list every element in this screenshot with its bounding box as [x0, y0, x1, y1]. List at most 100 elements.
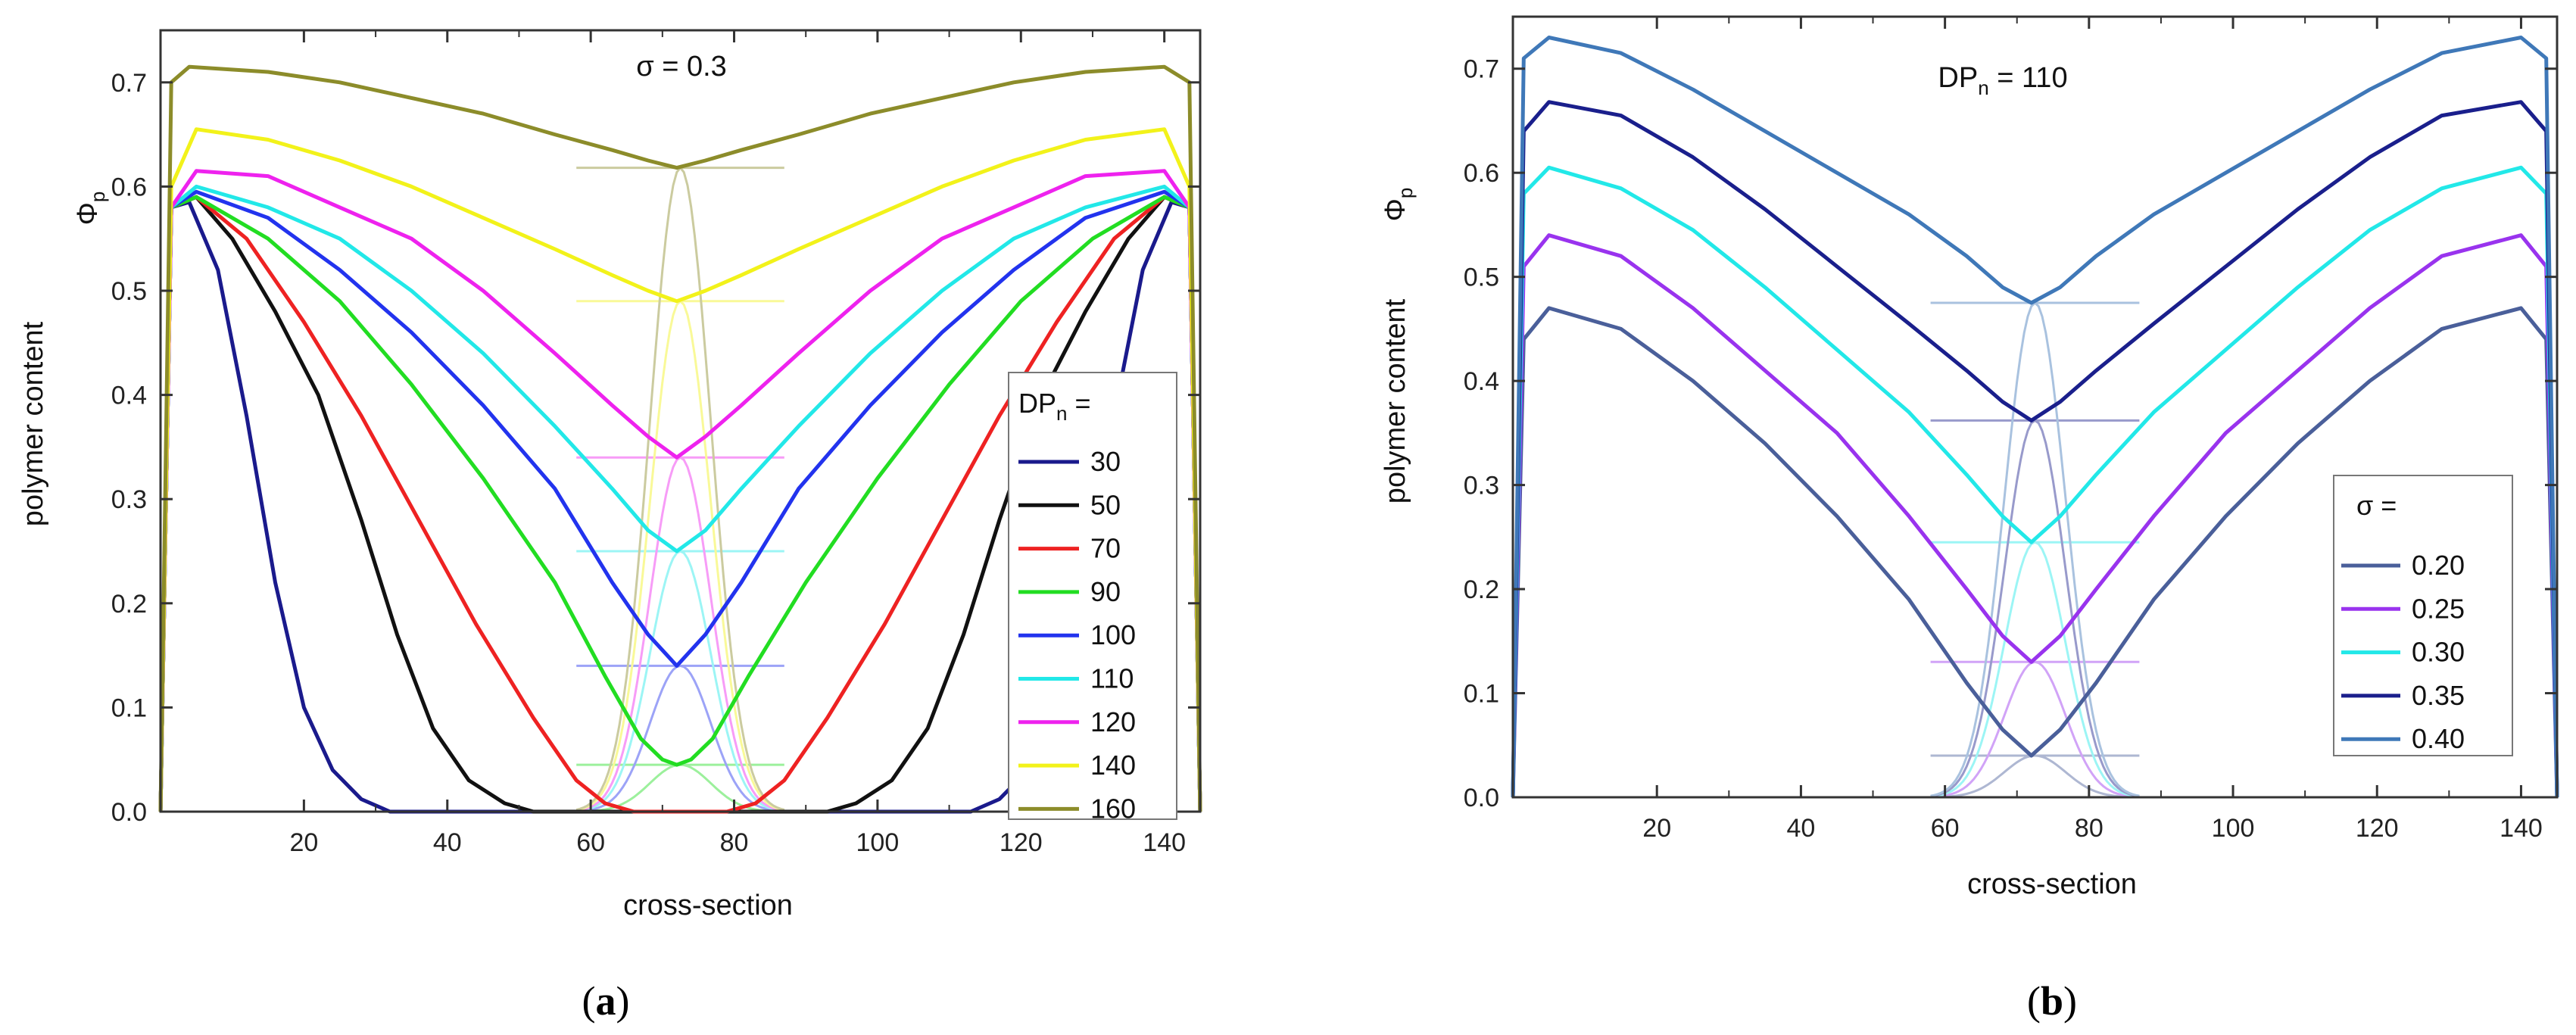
panel-b-y-axis-title-group: polymer content	[1380, 298, 1411, 503]
y-tick-label: 0.1	[111, 694, 147, 722]
series-trace-140	[575, 300, 784, 812]
legend-label-100: 100	[1090, 619, 1136, 650]
panel-a-y-axis-title-group: polymer content	[17, 321, 49, 526]
x-tick-label: 120	[2356, 814, 2399, 843]
panel-a-legend-box	[1008, 372, 1177, 820]
panel-b-legend-items: 0.20 0.25 0.30 0.35 0.40	[2341, 550, 2465, 754]
series-trace-0.25	[1930, 660, 2140, 798]
series-trace-160	[576, 167, 785, 811]
panel-a-y-axis-symbol-group: Φp	[72, 192, 109, 226]
panel-a-traces	[575, 167, 785, 813]
legend-label-140: 140	[1090, 750, 1136, 781]
panel-a-y-axis-title: polymer content	[17, 321, 49, 526]
panel-b-legend: σ = 0.20 0.25 0.30 0.35 0.40	[2333, 475, 2513, 756]
panel-a-legend: DPn = 30 50 70 90 100 110 120 140 160	[1008, 372, 1177, 824]
series-line-160	[158, 64, 1202, 812]
x-tick-label: 140	[1143, 828, 1186, 857]
panel-b-annotation: DPn = 110	[1938, 62, 2067, 99]
y-tick-label: 0.6	[1464, 159, 1499, 188]
series-trace-0.20	[1930, 754, 2140, 799]
series-trace-0.40	[1930, 301, 2140, 797]
legend-label-0.40: 0.40	[2412, 723, 2465, 754]
series-line-0.25	[1511, 233, 2559, 798]
series-line-120	[158, 169, 1202, 812]
y-tick-label: 0.6	[111, 173, 147, 201]
y-tick-label: 0.7	[1464, 55, 1499, 84]
legend-label-0.25: 0.25	[2412, 593, 2465, 624]
panel-a-annotation: σ = 0.3	[636, 51, 727, 83]
x-tick-label: 140	[2500, 814, 2543, 843]
legend-label-50: 50	[1090, 489, 1121, 520]
x-tick-label: 100	[2212, 814, 2255, 843]
legend-label-30: 30	[1090, 446, 1121, 477]
panel-a-caption: (a)	[582, 978, 630, 1024]
panel-b-y-axis-title: polymer content	[1380, 298, 1411, 503]
panel-b-y-axis-symbol-group: Φp	[1380, 188, 1417, 222]
series-line-0.35	[1511, 100, 2559, 798]
x-tick-label: 120	[1000, 828, 1043, 857]
x-tick-label: 80	[2075, 814, 2104, 843]
legend-label-0.30: 0.30	[2412, 637, 2465, 668]
x-tick-label: 20	[289, 828, 318, 857]
y-tick-label: 0.3	[1464, 472, 1499, 500]
panel-a-x-axis-title: cross-section	[623, 890, 793, 921]
panel-b-legend-title: σ =	[2356, 490, 2397, 521]
legend-label-90: 90	[1090, 576, 1121, 607]
y-tick-label: 0.5	[111, 277, 147, 306]
panel-a: 20 40 60 80 100 120 140 0.0 0.1 0.2 0.3 0.4 0.5 0.6 0.…	[17, 29, 1202, 1024]
legend-label-120: 120	[1090, 706, 1136, 737]
legend-label-70: 70	[1090, 533, 1121, 564]
y-tick-label: 0.1	[1464, 680, 1499, 709]
x-tick-label: 80	[720, 828, 749, 857]
series-line-0.30	[1511, 165, 2559, 798]
series-trace-110	[576, 550, 784, 812]
panel-b-x-axis-title: cross-section	[1967, 868, 2137, 900]
series-trace-140	[576, 300, 785, 812]
y-tick-label: 0.2	[111, 590, 147, 619]
panel-a-legend-items: 30 50 70 90 100 110 120 140 160	[1018, 446, 1136, 824]
series-trace-0.35	[1930, 419, 2140, 798]
x-tick-label: 60	[1931, 814, 1960, 843]
series-trace-0.40	[1930, 301, 2140, 797]
panel-a-legend-title: DPn =	[1018, 388, 1091, 425]
series-line-90	[158, 195, 1202, 812]
x-tick-label: 40	[433, 828, 462, 857]
series-trace-160	[575, 167, 784, 811]
panel-b: 20 40 60 80 100 120 140 0.0 0.1 0.2 0.3 0.4 0.5 0.6 0.…	[1380, 15, 2559, 1024]
y-tick-label: 0.3	[111, 485, 147, 514]
x-tick-label: 100	[856, 828, 900, 857]
panel-a-y-axis-symbol: Φp	[72, 192, 109, 226]
panel-b-ticks: 20 40 60 80 100 120 140 0.0 0.1 0.2 0.3 0.4 0.5 0.6 0.…	[1464, 17, 2557, 843]
y-tick-label: 0.2	[1464, 575, 1499, 604]
x-tick-label: 60	[576, 828, 605, 857]
y-tick-label: 0.0	[111, 798, 147, 827]
series-line-0.40	[1511, 36, 2559, 798]
panel-b-caption: (b)	[2027, 978, 2077, 1024]
series-line-110	[158, 184, 1202, 812]
series-trace-0.35	[1930, 419, 2140, 798]
panel-a-ticks: 20 40 60 80 100 120 140 0.0 0.1 0.2 0.3 0.4 0.5 0.6 0.…	[111, 30, 1200, 857]
panel-b-legend-box	[2333, 475, 2513, 756]
y-tick-label: 0.5	[1464, 263, 1499, 292]
series-trace-100	[576, 664, 784, 812]
series-line-140	[158, 127, 1202, 812]
y-tick-label: 0.7	[111, 69, 147, 98]
panel-b-plot-frame	[1511, 15, 2559, 799]
panel-b-series	[1511, 36, 2559, 798]
x-tick-label: 20	[1642, 814, 1671, 843]
series-trace-0.30	[1930, 541, 2140, 798]
panel-b-y-axis-symbol: Φp	[1380, 188, 1417, 222]
series-trace-120	[576, 456, 784, 812]
legend-label-160: 160	[1090, 793, 1136, 824]
legend-label-0.20: 0.20	[2412, 550, 2465, 581]
legend-label-0.35: 0.35	[2412, 680, 2465, 711]
panel-a-plot-frame	[159, 29, 1202, 813]
series-trace-120	[576, 456, 784, 812]
series-line-0.20	[1511, 306, 2559, 798]
x-tick-label: 40	[1786, 814, 1815, 843]
panel-b-traces	[1930, 301, 2140, 799]
series-line-100	[158, 189, 1202, 812]
y-tick-label: 0.4	[1464, 367, 1499, 396]
legend-label-110: 110	[1090, 663, 1134, 694]
